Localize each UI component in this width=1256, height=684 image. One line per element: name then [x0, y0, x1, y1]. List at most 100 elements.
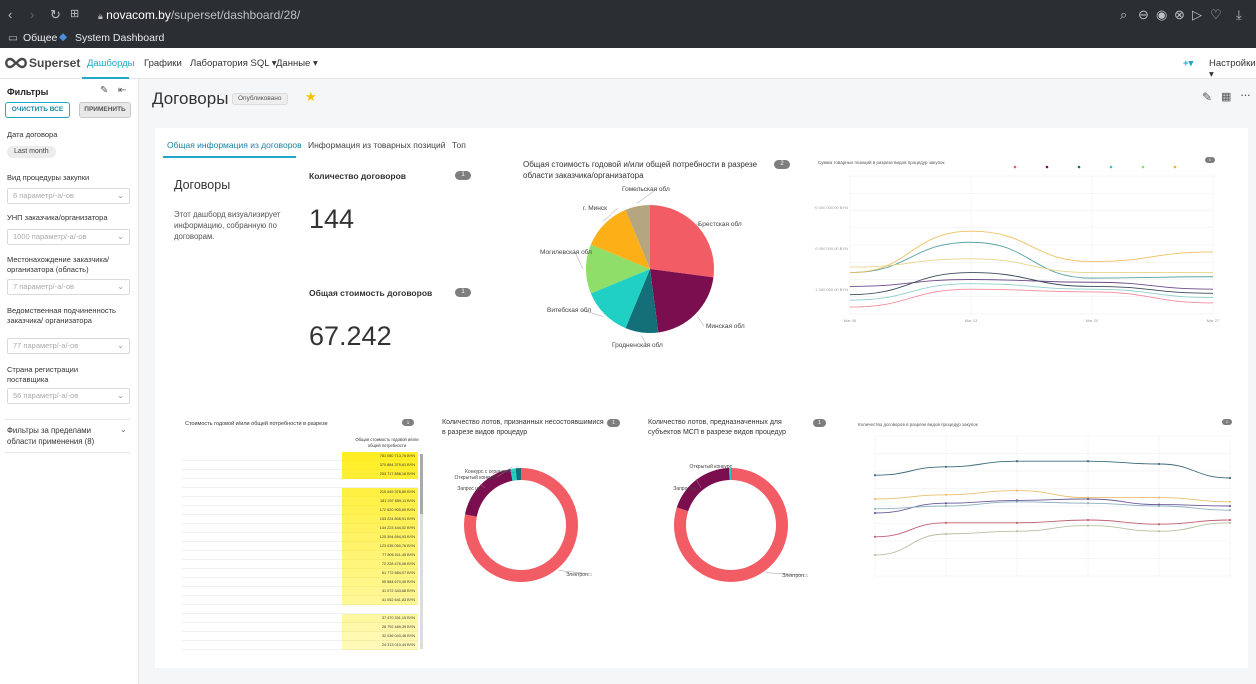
filter-select-department[interactable]: 77 параметр/-а/-ов ⌄	[7, 338, 130, 354]
add-menu-button[interactable]: +▾	[1183, 58, 1194, 69]
line-point[interactable]	[873, 553, 877, 557]
table-row[interactable]: 24 313 010,44 BYN	[182, 641, 418, 650]
legend-marker[interactable]	[1013, 165, 1017, 169]
line-point[interactable]	[1015, 500, 1019, 503]
back-icon[interactable]: ‹	[8, 7, 13, 22]
tab-general-info[interactable]: Общая информация из договоров	[167, 140, 302, 150]
block-icon[interactable]: ⊗	[1174, 7, 1185, 22]
pie-slice[interactable]	[586, 244, 650, 294]
filter-badge[interactable]: 1	[1222, 419, 1232, 425]
line-point[interactable]	[873, 474, 877, 477]
nav-sql-lab[interactable]: Лаборатория SQL ▾	[190, 58, 277, 69]
pie-slice[interactable]	[625, 269, 659, 333]
filter-tag-contract-date[interactable]: Last month	[7, 146, 56, 158]
scrollbar[interactable]	[420, 454, 423, 649]
table-row[interactable]: 144 223 444,02 BYN	[182, 524, 418, 533]
pie-slice[interactable]	[650, 205, 714, 278]
table-row[interactable]: 72 228 476,08 BYN	[182, 560, 418, 569]
line-series[interactable]	[849, 272, 1214, 296]
table-row[interactable]	[182, 479, 418, 488]
apply-button[interactable]: ПРИМЕНИТЬ	[79, 102, 131, 118]
table-row[interactable]: 61 772 584,07 BYN	[182, 569, 418, 578]
table-column-header[interactable]: Общая стоимость годовой и/или общей потр…	[355, 437, 419, 448]
table-row[interactable]: 153 224 808,91 BYN	[182, 515, 418, 524]
line-point[interactable]	[1157, 530, 1161, 533]
line-point[interactable]	[944, 532, 948, 536]
donut-chart[interactable]: Электрон... Запрос це... Открытый конкурсК…	[442, 440, 622, 590]
filter-select-supplier-country[interactable]: 56 параметр/-а/-ов ⌄	[7, 388, 130, 404]
donut-slice[interactable]	[510, 468, 517, 481]
line-series[interactable]	[849, 283, 1214, 301]
line-point[interactable]	[944, 465, 948, 468]
line-point[interactable]	[1228, 476, 1232, 480]
pie-slice[interactable]	[650, 269, 714, 333]
bookmark-system-dashboard[interactable]: System Dashboard	[75, 32, 165, 44]
line-point[interactable]	[1157, 504, 1161, 508]
line-point[interactable]	[1157, 462, 1161, 466]
chevron-down-icon[interactable]: ⌄	[120, 425, 127, 434]
table-row[interactable]: 41 052 641,83 BYN	[182, 596, 418, 605]
filter-badge[interactable]: 1	[455, 171, 471, 180]
pie-slice[interactable]	[625, 205, 650, 269]
heart-icon[interactable]: ♡	[1210, 7, 1222, 22]
pie-slice[interactable]	[590, 269, 650, 329]
line-point[interactable]	[1228, 504, 1232, 508]
filter-badge[interactable]: 1	[455, 288, 471, 297]
camera-icon[interactable]: ◉	[1156, 7, 1168, 22]
line-series[interactable]	[874, 522, 1231, 556]
donut-slice[interactable]	[515, 468, 521, 481]
table-row[interactable]: 28 792 469,39 BYN	[182, 623, 418, 632]
line-point[interactable]	[1157, 523, 1161, 526]
dashboard-title[interactable]: Договоры	[152, 89, 229, 108]
table-row[interactable]: 172 620 905,69 BYN	[182, 506, 418, 515]
table-row[interactable]: 181 297 659,11 BYN	[182, 497, 418, 506]
line-series[interactable]	[849, 241, 1214, 279]
line-point[interactable]	[1015, 460, 1019, 463]
line-series[interactable]	[849, 288, 1214, 308]
calendar-icon[interactable]: ▦	[1221, 91, 1232, 103]
line-series[interactable]	[849, 230, 1214, 274]
line-point[interactable]	[1086, 497, 1090, 501]
line-series[interactable]	[874, 501, 1231, 511]
line-point[interactable]	[1015, 521, 1019, 524]
table-row[interactable]: 55 584 670,45 BYN	[182, 578, 418, 587]
line-point[interactable]	[873, 535, 877, 538]
line-point[interactable]	[944, 493, 948, 496]
donut-slice[interactable]	[465, 469, 513, 517]
line-point[interactable]	[1086, 524, 1090, 527]
filter-select-customer-region[interactable]: 7 параметр/-а/-ов ⌄	[7, 279, 130, 295]
line-chart[interactable]	[855, 426, 1240, 593]
download-icon[interactable]: ⤓	[1236, 7, 1242, 22]
url-bar[interactable]: 🔒︎ novacom.by/superset/dashboard/28/	[98, 5, 1118, 25]
filter-badge[interactable]: 2	[774, 160, 790, 169]
line-point[interactable]	[1015, 489, 1019, 492]
line-series[interactable]	[849, 258, 1213, 274]
line-point[interactable]	[1228, 521, 1232, 524]
table-row[interactable]: 37 470 331,15 BYN	[182, 614, 418, 623]
line-point[interactable]	[1086, 518, 1090, 522]
tab-product-info[interactable]: Информация из товарных позиций	[308, 140, 446, 150]
nav-data[interactable]: Данные ▾	[276, 58, 318, 69]
superset-logo-text[interactable]: Superset	[29, 56, 81, 70]
line-point[interactable]	[1086, 502, 1090, 505]
filter-select-customer-unp[interactable]: 1000 параметр/-а/-ов ⌄	[7, 229, 130, 245]
reload-icon[interactable]: ↻	[50, 7, 61, 22]
bookmark-general[interactable]: Общее	[23, 32, 58, 44]
line-point[interactable]	[1228, 518, 1232, 522]
line-series[interactable]	[874, 490, 1231, 503]
filters-outside-scope[interactable]: Фильтры за пределами области применения …	[7, 426, 95, 446]
line-point[interactable]	[873, 507, 877, 510]
donut-slice[interactable]	[676, 468, 730, 512]
line-point[interactable]	[1015, 530, 1019, 533]
line-point[interactable]	[1228, 500, 1232, 503]
table-row[interactable]	[182, 605, 418, 614]
filter-select-procedure-type[interactable]: 6 параметр/-а/-ов ⌄	[7, 188, 130, 204]
edit-icon[interactable]: ✎	[1202, 90, 1213, 104]
legend-marker[interactable]	[1141, 165, 1145, 169]
search-icon[interactable]: ⌕	[1120, 7, 1128, 22]
nav-settings[interactable]: Настройки ▾	[1209, 58, 1256, 80]
table-row[interactable]: 253 717 858,16 BYN	[182, 470, 418, 479]
send-icon[interactable]: ▷	[1192, 7, 1202, 22]
filter-badge[interactable]: 1	[813, 419, 826, 427]
line-point[interactable]	[873, 497, 877, 501]
